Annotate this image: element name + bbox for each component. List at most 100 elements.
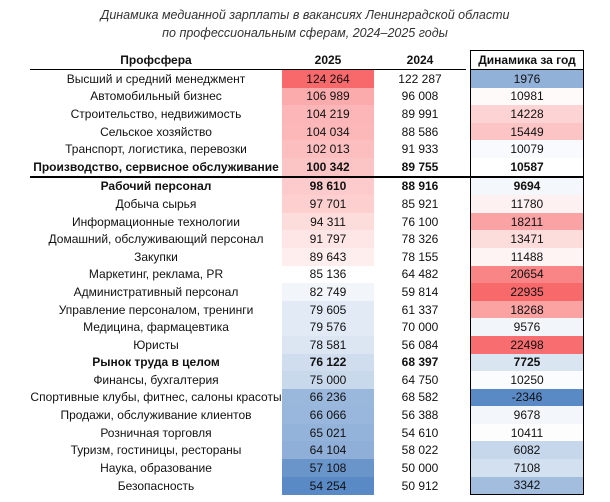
cell: 58 022 bbox=[401, 443, 439, 458]
cell: 104 034 bbox=[282, 122, 374, 141]
table-row: Высший и средний менеджмент 124 264 122 28… bbox=[30, 69, 584, 88]
cell: 13471 bbox=[470, 230, 584, 248]
cell: 88 586 bbox=[401, 124, 439, 139]
cell: 104 219 bbox=[282, 105, 374, 123]
cell: 106 989 bbox=[282, 87, 374, 106]
table-row: Спортивные клубы, фитнес, салоны красоты… bbox=[30, 388, 584, 407]
header-cell: 2025 bbox=[282, 50, 374, 70]
cell: Сельское хозяйство bbox=[100, 124, 212, 139]
cell: Спортивные клубы, фитнес, салоны красоты bbox=[30, 390, 282, 405]
table-row: Производство, сервисное обслуживание 100 … bbox=[30, 157, 584, 178]
table-row: Рынок труда в целом 76 122 68 397 7725 bbox=[30, 353, 584, 372]
cell: 64 104 bbox=[282, 441, 374, 460]
cell: 102 013 bbox=[282, 140, 374, 158]
cell: Маркетинг, реклама, PR bbox=[88, 267, 224, 282]
cell: 68 582 bbox=[401, 390, 439, 405]
cell: 3342 bbox=[470, 476, 584, 496]
cell: 50 000 bbox=[401, 460, 439, 475]
cell: 11488 bbox=[470, 247, 584, 266]
title-line: Динамика медианной зарплаты в вакансиях … bbox=[100, 8, 510, 22]
cell: 9694 bbox=[470, 176, 584, 196]
cell: 76 122 bbox=[282, 353, 374, 372]
table-row: Туризм, гостиницы, рестораны 64 104 58 022… bbox=[30, 441, 584, 460]
cell: Производство, сервисное обслуживание bbox=[30, 157, 282, 178]
cell: 56 084 bbox=[401, 337, 439, 352]
cell: 85 921 bbox=[401, 196, 439, 211]
cell: 64 482 bbox=[401, 267, 439, 282]
cell: 7725 bbox=[470, 353, 584, 372]
cell: 79 605 bbox=[282, 300, 374, 319]
cell: 89 643 bbox=[282, 247, 374, 266]
table-row: Добыча сырья 97 701 85 921 11780 bbox=[30, 195, 584, 213]
header-row: Профсфера 2025 2024 Динамика за год bbox=[30, 50, 584, 70]
cell: Юристы bbox=[133, 337, 179, 352]
cell: 78 326 bbox=[401, 232, 439, 247]
table-row: Рабочий персонал 98 610 88 916 9694 bbox=[30, 176, 584, 196]
cell: 56 388 bbox=[401, 408, 439, 423]
cell: 57 108 bbox=[282, 459, 374, 477]
cell: 70 000 bbox=[401, 320, 439, 335]
table-row: Розничная торговля 65 021 54 610 10411 bbox=[30, 423, 584, 442]
cell: 10587 bbox=[470, 157, 584, 178]
cell: 76 100 bbox=[401, 214, 439, 229]
header-cell: Динамика за год bbox=[470, 50, 584, 70]
cell: Продажи, обслуживание клиентов bbox=[60, 408, 252, 423]
cell: 88 916 bbox=[401, 179, 439, 194]
cell: 10411 bbox=[470, 423, 584, 442]
gap bbox=[466, 157, 471, 178]
cell: 89 755 bbox=[374, 157, 466, 178]
cell: 10250 bbox=[470, 371, 584, 389]
cell: Туризм, гостиницы, рестораны bbox=[70, 443, 242, 458]
cell: 78 581 bbox=[282, 335, 374, 354]
header-cell: 2024 bbox=[374, 50, 466, 70]
table-row: Продажи, обслуживание клиентов 66 066 56 3… bbox=[30, 406, 584, 424]
header-cell: Профсфера bbox=[30, 50, 282, 70]
table-row: Информационные технологии 94 311 76 100 182… bbox=[30, 212, 584, 231]
salary-table: Профсфера 2025 2024 Динамика за год Высший … bbox=[30, 50, 584, 496]
cell: 9678 bbox=[470, 406, 584, 424]
cell: Медицина, фармацевтика bbox=[83, 320, 229, 335]
cell: 15449 bbox=[470, 122, 584, 141]
cell: Административный персонал bbox=[73, 284, 239, 299]
cell: Рынок труда в целом bbox=[92, 355, 220, 370]
cell: 6082 bbox=[470, 441, 584, 460]
cell: 89 991 bbox=[401, 106, 439, 121]
cell: 124 264 bbox=[282, 69, 374, 88]
cell: 22498 bbox=[470, 335, 584, 354]
cell: Строительство, недвижимость bbox=[70, 106, 242, 121]
table-row: Строительство, недвижимость 104 219 89 991… bbox=[30, 105, 584, 123]
cell: 100 342 bbox=[282, 157, 374, 178]
cell: 22935 bbox=[470, 283, 584, 301]
table-body: Высший и средний менеджмент 124 264 122 28… bbox=[30, 69, 584, 496]
cell: Информационные технологии bbox=[72, 214, 240, 229]
cell: 85 136 bbox=[282, 265, 374, 284]
table-row: Финансы, бухгалтерия 75 000 64 750 10250 bbox=[30, 371, 584, 389]
cell: Рабочий персонал bbox=[100, 179, 212, 194]
table-row: Автомобильный бизнес 106 989 96 008 10981 bbox=[30, 87, 584, 106]
cell: 11780 bbox=[470, 195, 584, 213]
cell: Добыча сырья bbox=[115, 196, 197, 211]
cell: 75 000 bbox=[282, 371, 374, 389]
table-row: Домашний, обслуживающий персонал 91 797 78… bbox=[30, 230, 584, 248]
cell: 18268 bbox=[470, 300, 584, 319]
cell: 9576 bbox=[470, 318, 584, 336]
cell: 98 610 bbox=[282, 176, 374, 196]
table-row: Административный персонал 82 749 59 814 229… bbox=[30, 283, 584, 301]
cell: Высший и средний менеджмент bbox=[66, 71, 246, 86]
cell: 78 155 bbox=[401, 249, 439, 264]
cell: 59 814 bbox=[401, 284, 439, 299]
cell: -2346 bbox=[470, 388, 584, 407]
table-row: Сельское хозяйство 104 034 88 586 15449 bbox=[30, 122, 584, 141]
cell: 10079 bbox=[470, 140, 584, 158]
table-row: Безопасность 54 254 50 912 3342 bbox=[30, 476, 584, 496]
table-row: Закупки 89 643 78 155 11488 bbox=[30, 247, 584, 266]
table-row: Транспорт, логистика, перевозки 102 013 91… bbox=[30, 140, 584, 158]
cell: 66 066 bbox=[282, 406, 374, 424]
cell: 54 610 bbox=[401, 425, 439, 440]
cell: 65 021 bbox=[282, 423, 374, 442]
cell: 50 912 bbox=[401, 478, 439, 493]
cell: 96 008 bbox=[401, 89, 439, 104]
cell: 79 576 bbox=[282, 318, 374, 336]
cell: 18211 bbox=[470, 212, 584, 231]
cell: 14228 bbox=[470, 105, 584, 123]
